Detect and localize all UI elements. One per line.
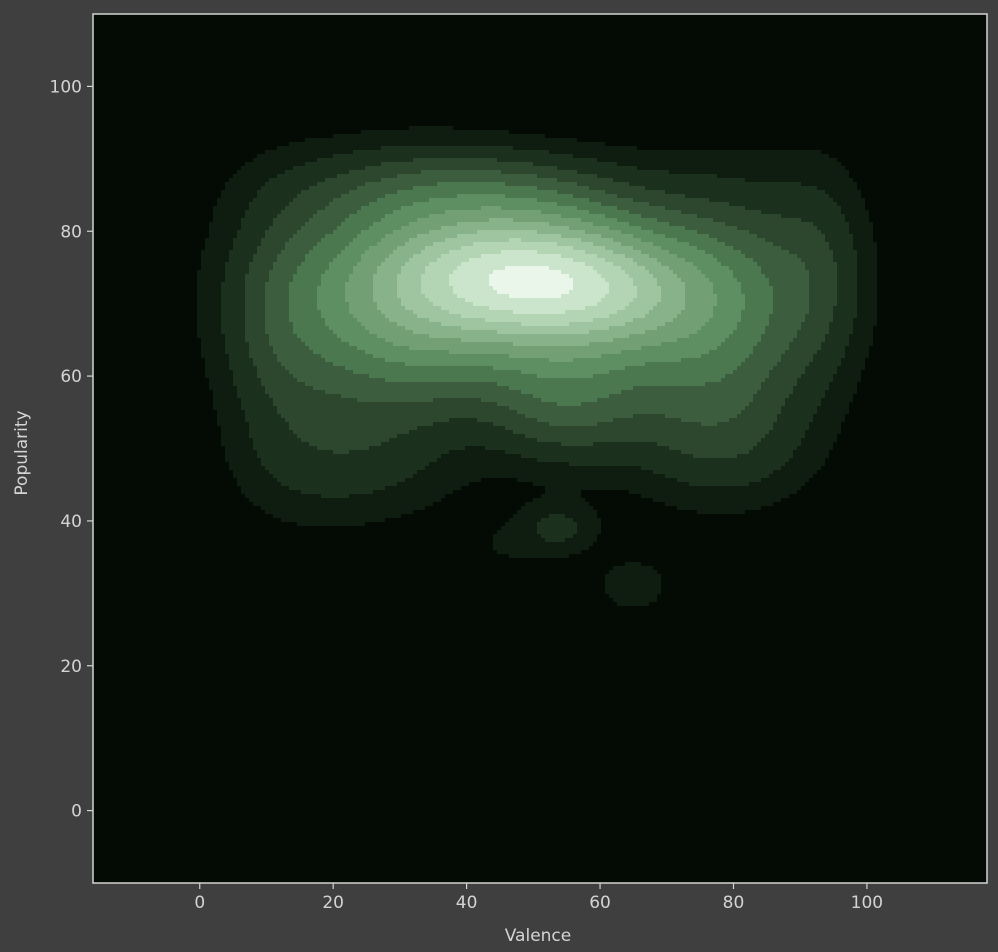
y-tick-label: 0 xyxy=(71,802,82,822)
density-level-12 xyxy=(489,266,573,298)
x-tick-label: 0 xyxy=(194,893,205,913)
y-tick-label: 20 xyxy=(60,657,82,677)
x-tick-label: 40 xyxy=(456,893,478,913)
y-tick-label: 80 xyxy=(60,222,82,242)
x-tick-label: 20 xyxy=(322,893,344,913)
y-axis-ticks: 0 20 40 60 80 100 xyxy=(50,77,93,822)
x-axis-label: Valence xyxy=(505,926,572,946)
x-tick-label: 60 xyxy=(589,893,611,913)
x-tick-label: 80 xyxy=(723,893,745,913)
plot-area xyxy=(92,13,988,884)
y-tick-label: 100 xyxy=(50,77,82,97)
x-tick-label: 100 xyxy=(851,893,883,913)
density-fill xyxy=(197,126,877,606)
x-axis-ticks: 0 20 40 60 80 100 xyxy=(194,883,883,913)
axes-frame xyxy=(92,13,988,884)
y-tick-label: 60 xyxy=(60,367,82,387)
y-axis-label: Popularity xyxy=(12,410,32,495)
y-tick-label: 40 xyxy=(60,512,82,532)
